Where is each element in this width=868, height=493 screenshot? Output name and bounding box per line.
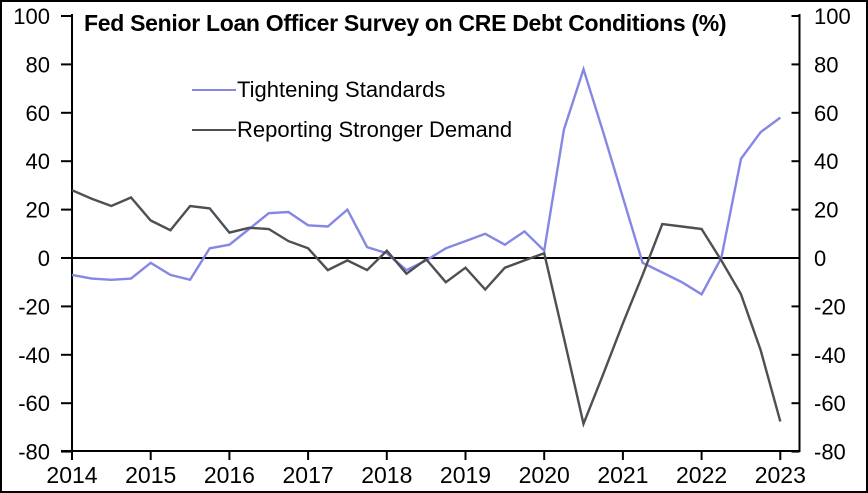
x-tick-label: 2021 (597, 462, 648, 488)
x-tick-label: 2023 (755, 462, 806, 488)
y-tick-label-left: 20 (26, 198, 50, 223)
y-tick-label-left: -80 (18, 440, 50, 465)
x-tick-label: 2016 (204, 462, 255, 488)
y-tick-label-right: -80 (814, 440, 846, 465)
x-tick-label: 2020 (519, 462, 570, 488)
legend-label-tightening-standards: Tightening Standards (237, 77, 446, 102)
legend-label-reporting-stronger-demand: Reporting Stronger Demand (237, 117, 513, 142)
y-tick-label-right: -60 (814, 391, 846, 416)
legend-line-swatch-tightening-standards (192, 89, 236, 91)
legend-item-tightening-standards: Tightening Standards (192, 77, 445, 103)
y-tick-label-right: -20 (814, 294, 846, 319)
x-tick-label: 2022 (676, 462, 727, 488)
legend-line-swatch-reporting-stronger-demand (192, 129, 236, 131)
y-tick-label-left: 0 (38, 246, 50, 271)
y-tick-label-left: -40 (18, 343, 50, 368)
y-tick-label-right: 40 (814, 149, 838, 174)
y-tick-label-right: 0 (814, 246, 826, 271)
series-line-reporting-stronger-demand (71, 189, 782, 428)
y-tick-label-left: 40 (26, 149, 50, 174)
y-tick-label-left: -60 (18, 391, 50, 416)
y-tick-label-right: 60 (814, 101, 838, 126)
y-tick-label-right: -40 (814, 343, 846, 368)
x-tick-label: 2017 (283, 462, 334, 488)
legend-item-reporting-stronger-demand: Reporting Stronger Demand (192, 117, 512, 143)
y-tick-label-right: 20 (814, 198, 838, 223)
y-tick-label-left: 80 (26, 52, 50, 77)
y-tick-label-right: 100 (814, 4, 851, 29)
x-tick-label: 2019 (440, 462, 491, 488)
x-tick-label: 2015 (125, 462, 176, 488)
y-tick-label-right: 80 (814, 52, 838, 77)
chart-title: Fed Senior Loan Officer Survey on CRE De… (84, 10, 727, 36)
x-tick-label: 2014 (46, 462, 97, 488)
y-tick-label-left: 100 (13, 4, 50, 29)
y-tick-label-left: 60 (26, 101, 50, 126)
x-tick-label: 2018 (361, 462, 412, 488)
y-tick-label-left: -20 (18, 294, 50, 319)
